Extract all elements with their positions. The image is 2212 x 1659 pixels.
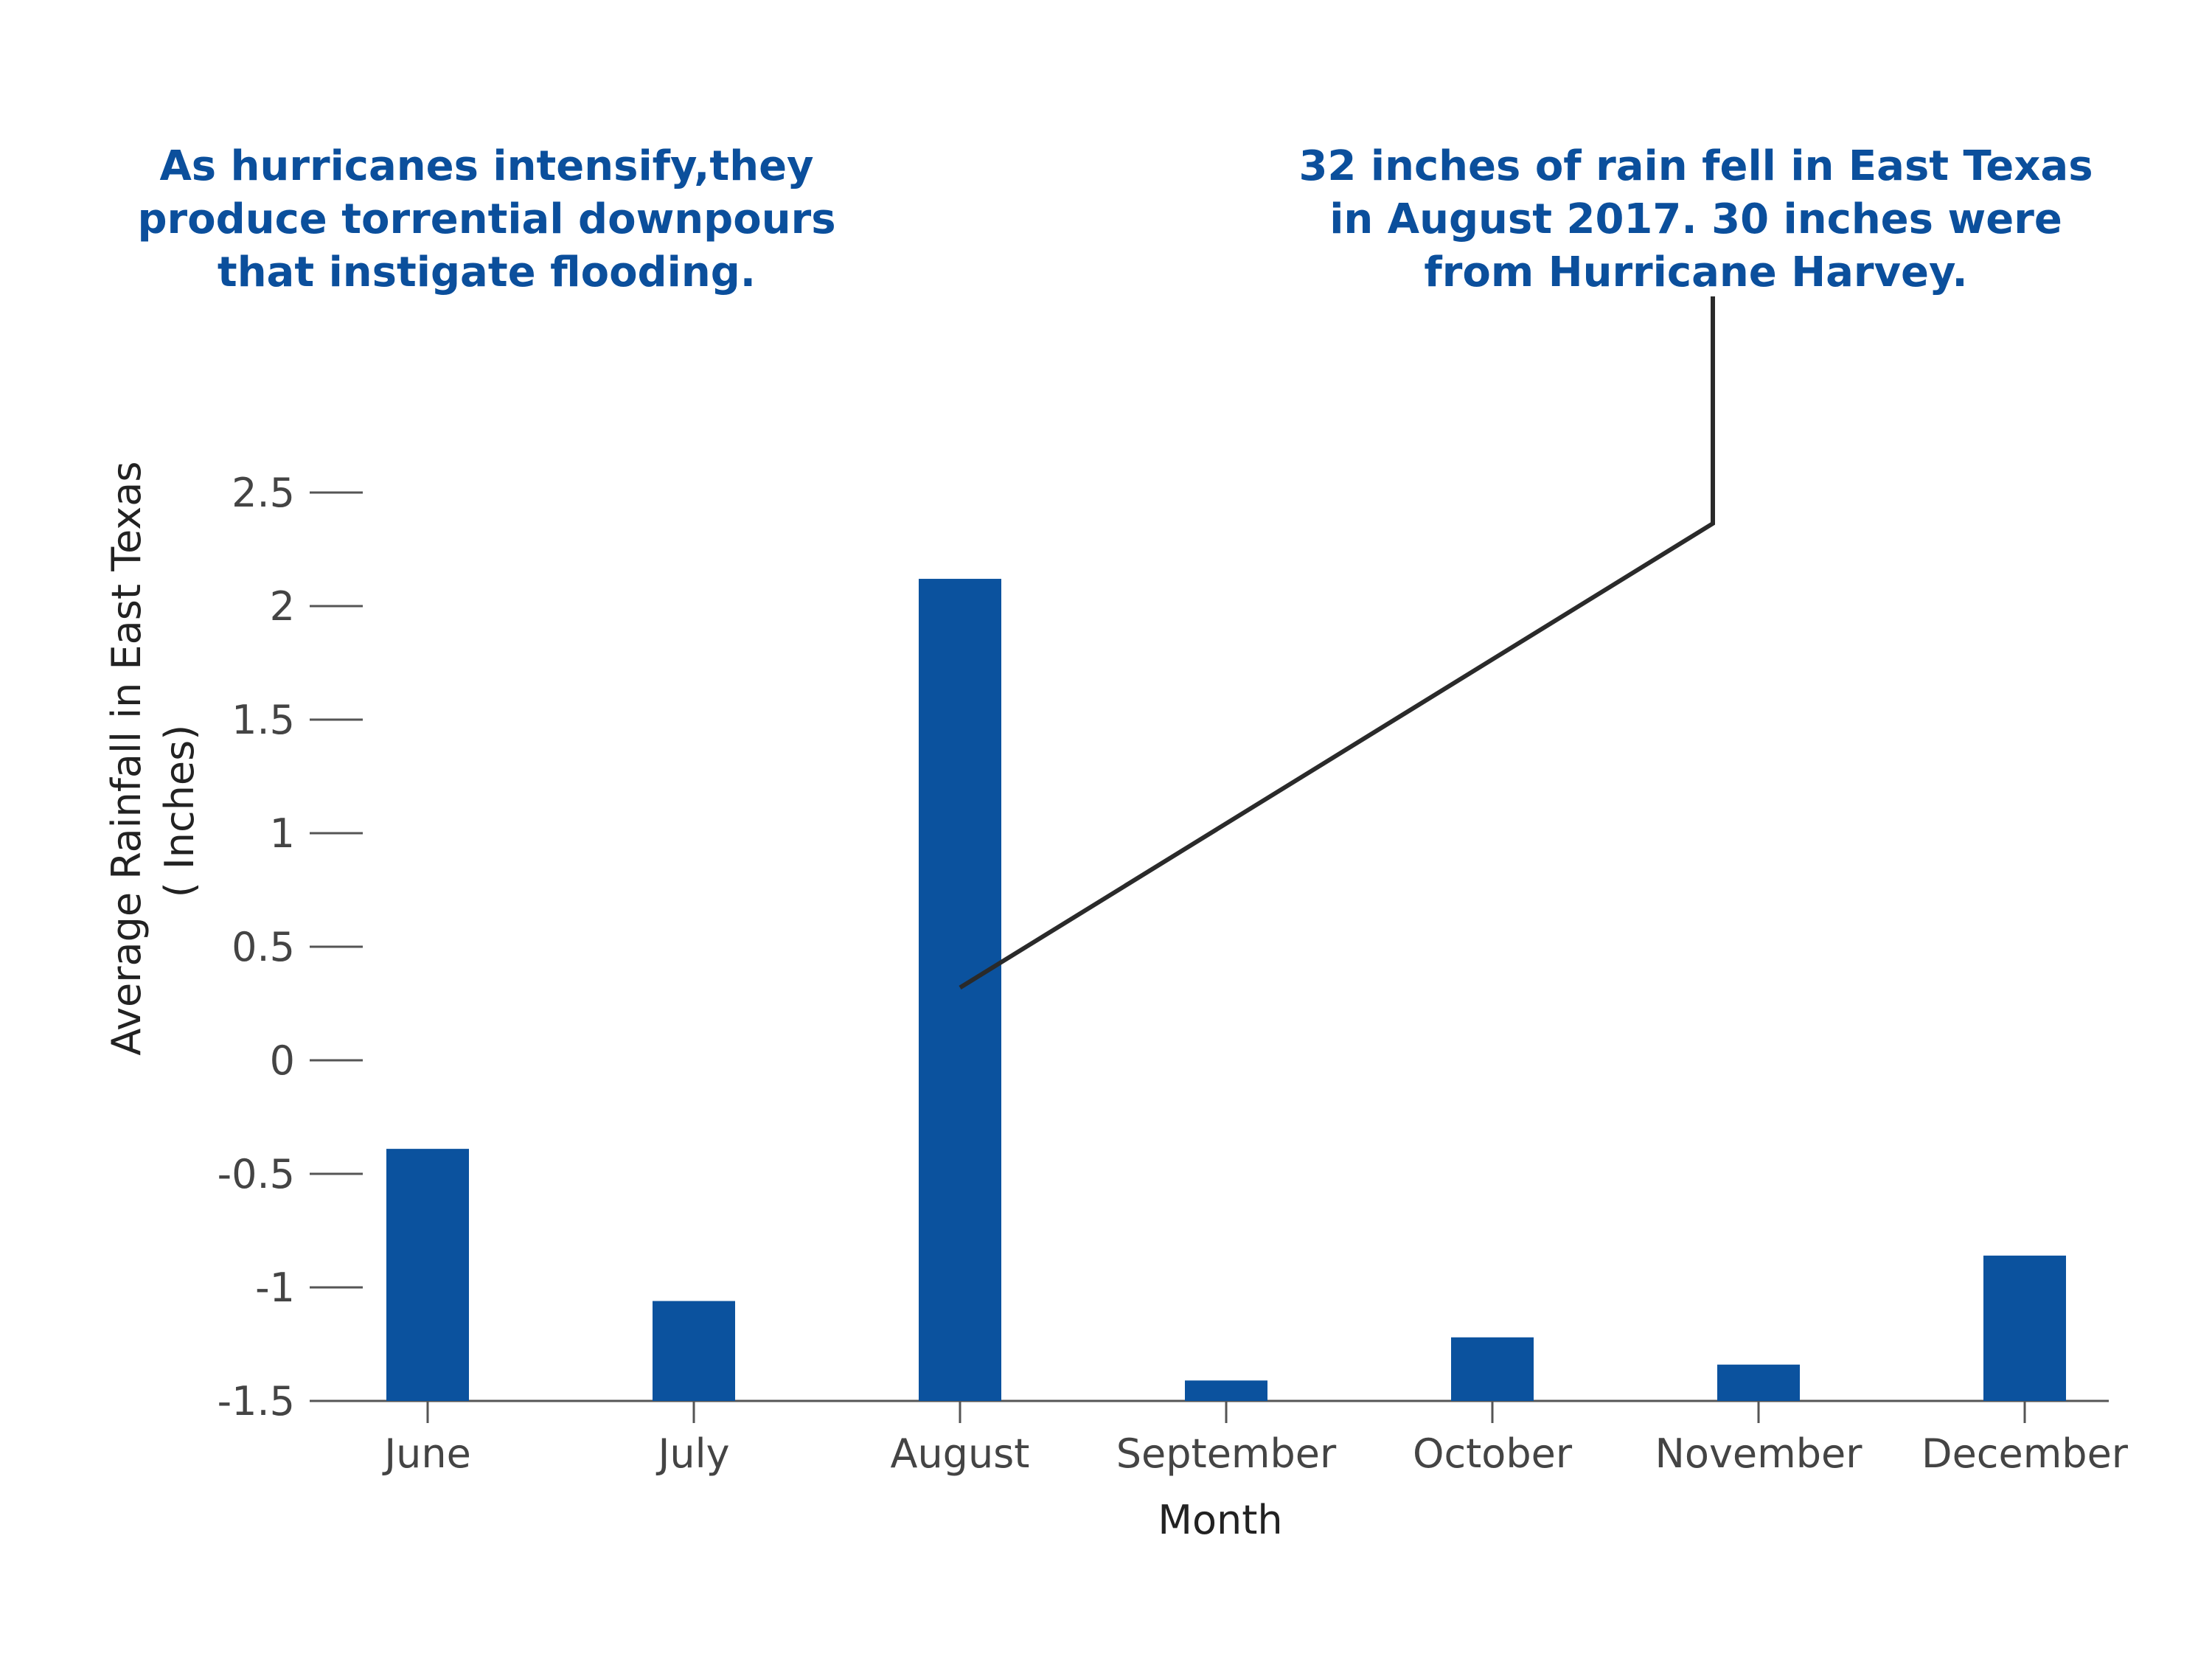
x-tick-label: July [655, 1430, 729, 1477]
x-tick-label: September [1116, 1430, 1337, 1477]
annotation-line: that instigate flooding. [217, 248, 757, 296]
bar-september [1185, 1380, 1267, 1401]
y-tick-label: 2.5 [232, 470, 295, 516]
annotation-line: from Hurricane Harvey. [1424, 248, 1968, 296]
x-axis-label: Month [1158, 1497, 1282, 1543]
x-tick-label: June [382, 1430, 471, 1477]
x-tick-label: November [1655, 1430, 1863, 1477]
bar-october [1451, 1337, 1534, 1401]
annotation-line: 32 inches of rain fell in East Texas [1298, 142, 2093, 190]
annotation-callout [959, 296, 1715, 990]
y-tick-label: 1.5 [232, 697, 295, 743]
x-tick-label: October [1413, 1430, 1573, 1477]
y-axis-label-line-1: Average Rainfall in East Texas [103, 461, 150, 1055]
annotation-line: As hurricanes intensify,they [159, 142, 814, 190]
annotation-line: in August 2017. 30 inches were [1329, 195, 2062, 243]
annotation-hurricane-note: As hurricanes intensify,they produce tor… [118, 140, 855, 299]
bars [386, 579, 2066, 1401]
bar-november [1717, 1364, 1800, 1401]
bar-july [653, 1301, 735, 1401]
y-tick-label: 1 [270, 810, 295, 857]
y-tick-label: -0.5 [218, 1151, 295, 1197]
y-axis-label: Average Rainfall in East Texas ( Inches) [103, 448, 203, 1055]
x-tick-label: December [1921, 1430, 2129, 1477]
bar-june [386, 1149, 469, 1401]
bar-december [1983, 1255, 2066, 1401]
y-tick-label: -1.5 [218, 1378, 295, 1425]
callout-leader-line [959, 296, 1715, 990]
annotation-harvey-note: 32 inches of rain fell in East Texas in … [1253, 140, 2138, 299]
bar-august [919, 579, 1001, 1401]
y-tick-label: 0 [270, 1037, 295, 1084]
x-axis: June July August September October November De… [311, 1399, 2129, 1477]
y-tick-label: -1 [255, 1265, 295, 1311]
y-tick-label: 2 [270, 583, 295, 630]
x-tick-label: August [891, 1430, 1030, 1477]
annotation-line: produce torrential downpours [137, 195, 836, 243]
y-tick-label: 0.5 [232, 924, 295, 970]
y-axis-label-line-2: ( Inches) [156, 725, 203, 898]
y-axis: -1.5 -1 -0.5 0 0.5 1 1.5 2 2.5 [218, 470, 363, 1425]
